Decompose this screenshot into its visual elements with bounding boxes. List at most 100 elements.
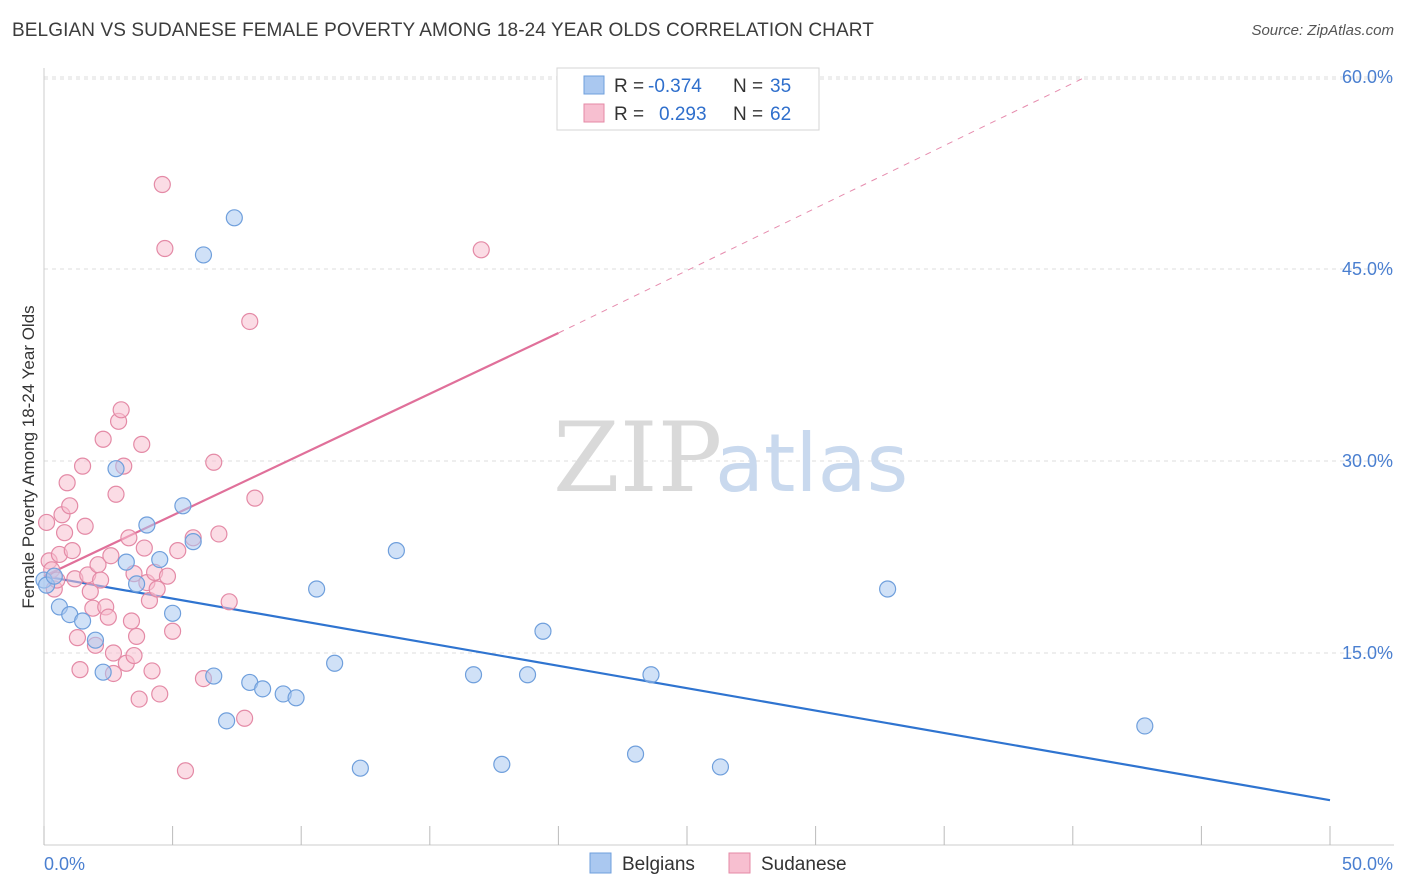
data-point-belgians [493,755,511,773]
data-point-sudanese [156,239,174,258]
legend-r-label-belgians: R = [614,76,644,97]
y-axis-label: Female Poverty Among 18-24 Year Olds [19,305,38,608]
legend-n-label-sudanese: N = [733,104,763,125]
data-point-belgians [464,666,483,684]
data-point-belgians [218,712,236,730]
data-point-belgians [387,541,405,560]
data-point-sudanese [112,401,130,419]
data-point-sudanese [63,541,81,560]
legend-bottom-swatch-belgians[interactable] [589,852,612,874]
data-point-sudanese [58,474,76,492]
data-point-belgians [518,666,537,684]
data-point-sudanese [37,513,56,532]
data-point-sudanese [81,582,99,601]
data-point-sudanese [236,709,254,727]
data-point-sudanese [169,541,187,560]
data-point-belgians [94,663,112,681]
data-point-sudanese [76,517,94,535]
x-tick-label-min: 0.0% [44,854,85,874]
chart-title: BELGIAN VS SUDANESE FEMALE POVERTY AMONG… [12,20,874,41]
legend-r-value-sudanese: 0.293 [659,104,707,125]
data-point-belgians [73,612,92,630]
legend-r-label-sudanese: R = [614,104,644,125]
data-point-belgians [127,575,146,593]
x-ticks [43,826,1331,845]
watermark: ZIP atlas [553,402,908,514]
gridlines [44,76,1394,654]
data-point-belgians [45,567,63,585]
data-point-sudanese [91,571,110,589]
data-point-sudanese [102,547,120,565]
data-point-sudanese [151,685,169,703]
watermark-atlas: atlas [715,417,908,510]
legend-swatch-sudanese [583,103,605,123]
data-point-belgians [287,689,305,707]
data-point-belgians [1136,717,1154,735]
data-point-belgians [107,460,125,478]
legend-swatch-belgians [583,75,605,95]
data-point-belgians [254,680,272,698]
data-point-sudanese [210,525,228,543]
data-point-belgians [184,533,202,551]
legend-n-value-sudanese: 62 [770,104,791,125]
data-point-belgians [151,550,169,569]
data-point-belgians [225,209,243,227]
data-point-sudanese [133,435,151,453]
data-point-belgians [138,516,156,534]
sudanese-points [37,175,490,780]
trendline-sudanese-extension [558,76,1086,334]
legend-series: Belgians Sudanese [589,852,847,875]
data-point-belgians [326,654,344,672]
belgians-points [35,209,1154,777]
data-point-sudanese [104,644,123,662]
data-point-belgians [164,604,182,622]
data-point-belgians [194,246,213,264]
data-point-sudanese [68,629,87,647]
data-point-sudanese [127,627,146,645]
y-tick-label: 60.0% [1342,67,1393,87]
data-point-sudanese [205,453,223,471]
data-point-belgians [174,497,192,515]
data-point-belgians [351,759,369,777]
data-point-sudanese [71,661,89,679]
data-point-belgians [534,622,552,640]
legend-stats: R = -0.374 N = 35 R = 0.293 N = 62 [556,67,820,131]
legend-r-value-belgians: -0.374 [648,76,702,97]
legend-n-label-belgians: N = [733,76,763,97]
data-point-belgians [308,580,326,598]
axes [43,68,1394,846]
data-point-sudanese [99,608,117,626]
data-point-sudanese [122,612,141,630]
data-point-sudanese [73,457,92,475]
legend-bottom-label-belgians[interactable]: Belgians [622,854,695,875]
data-point-sudanese [164,622,182,640]
data-point-sudanese [125,646,143,665]
source-label: Source: ZipAtlas.com [1251,22,1394,39]
data-point-sudanese [241,312,259,331]
data-point-sudanese [246,489,264,507]
legend-bottom-swatch-sudanese[interactable] [728,852,751,874]
trendline-belgians [43,575,1331,802]
data-point-belgians [205,667,223,685]
data-point-belgians [642,666,660,684]
legend-n-value-belgians: 35 [770,76,791,97]
legend-bottom-label-sudanese[interactable]: Sudanese [761,854,847,875]
y-tick-label: 30.0% [1342,451,1393,471]
y-tick-label: 45.0% [1342,259,1393,279]
data-point-sudanese [120,529,138,547]
data-point-sudanese [153,175,171,194]
data-point-belgians [711,758,730,776]
x-tick-label-max: 50.0% [1342,854,1393,874]
data-point-sudanese [55,524,74,542]
data-point-sudanese [94,430,112,448]
data-point-sudanese [176,762,195,780]
data-point-belgians [626,745,645,763]
data-point-sudanese [130,690,148,708]
y-tick-label: 15.0% [1342,643,1393,663]
data-point-belgians [117,553,135,571]
data-point-sudanese [135,539,153,557]
data-point-belgians [86,631,105,649]
data-point-sudanese [107,485,125,503]
y-tick-labels: 15.0% 30.0% 45.0% 60.0% [1342,67,1393,663]
